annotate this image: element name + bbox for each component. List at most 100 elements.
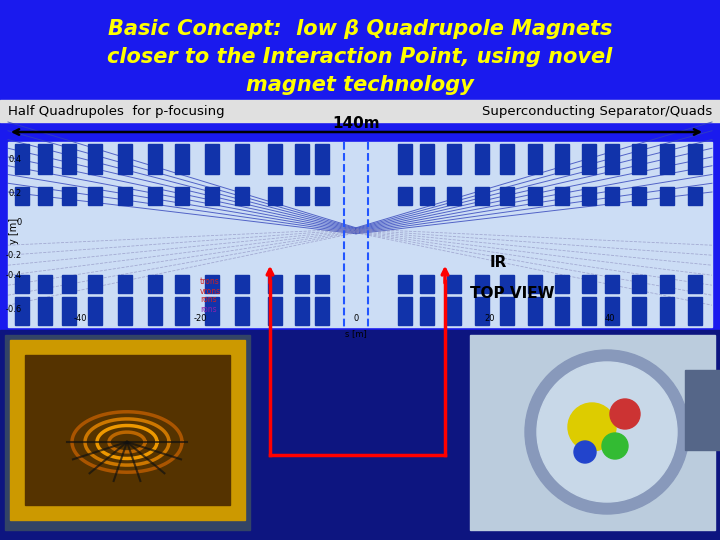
Bar (268, 187, 282, 205)
Text: Superconducting Separator/Quads: Superconducting Separator/Quads (482, 105, 712, 118)
Text: Basic Concept:  low β Quadrupole Magnets: Basic Concept: low β Quadrupole Magnets (108, 19, 612, 39)
Bar (118, 275, 132, 293)
Bar (420, 187, 434, 205)
Bar (447, 297, 461, 325)
Bar (528, 275, 542, 293)
Text: 0.2: 0.2 (9, 190, 22, 199)
Text: y [m]: y [m] (9, 218, 19, 244)
Bar (5, 335, 250, 530)
Bar (15, 297, 29, 325)
Bar (0, 100, 720, 122)
Circle shape (610, 399, 640, 429)
Text: trons: trons (200, 278, 220, 287)
Bar (605, 144, 619, 174)
Bar (632, 144, 646, 174)
Text: -40: -40 (73, 314, 86, 323)
Bar (500, 144, 514, 174)
Text: vrons: vrons (200, 287, 221, 295)
Bar (555, 275, 569, 293)
Text: -20: -20 (193, 314, 207, 323)
Bar (500, 297, 514, 325)
Bar (398, 187, 412, 205)
Bar (62, 297, 76, 325)
Circle shape (537, 362, 677, 502)
Bar (15, 275, 29, 293)
Bar (447, 187, 461, 205)
Bar (660, 297, 674, 325)
Bar (470, 335, 715, 530)
Bar (447, 144, 461, 174)
Bar (475, 187, 489, 205)
Bar (205, 187, 219, 205)
Bar (0, 330, 720, 540)
Bar (15, 187, 29, 205)
Bar (268, 144, 282, 174)
Bar (25, 355, 230, 505)
Bar (118, 187, 132, 205)
Bar (62, 187, 76, 205)
Circle shape (602, 433, 628, 459)
Text: 140m: 140m (332, 116, 380, 131)
Bar (38, 187, 52, 205)
Bar (528, 144, 542, 174)
Text: 0: 0 (354, 314, 359, 323)
Bar (62, 275, 76, 293)
Bar (235, 144, 249, 174)
Bar (528, 187, 542, 205)
Bar (175, 187, 189, 205)
Circle shape (525, 350, 689, 514)
Bar (295, 297, 309, 325)
Bar (38, 297, 52, 325)
Bar (268, 297, 282, 325)
Bar (398, 144, 412, 174)
Text: -0.2: -0.2 (6, 251, 22, 260)
Bar (475, 144, 489, 174)
Bar (148, 144, 162, 174)
Bar (398, 275, 412, 293)
Bar (500, 187, 514, 205)
Text: rons: rons (200, 295, 217, 305)
Bar (315, 297, 329, 325)
Bar (205, 297, 219, 325)
Bar (688, 144, 702, 174)
Bar (475, 297, 489, 325)
Bar (175, 297, 189, 325)
Bar (88, 297, 102, 325)
Bar (235, 187, 249, 205)
Bar (8, 142, 712, 327)
Bar (295, 187, 309, 205)
Text: 20: 20 (485, 314, 495, 323)
Bar (38, 275, 52, 293)
Bar (500, 275, 514, 293)
Bar (15, 144, 29, 174)
Bar (660, 144, 674, 174)
Bar (605, 297, 619, 325)
Text: -0.6: -0.6 (6, 305, 22, 314)
Bar (148, 187, 162, 205)
Bar (295, 275, 309, 293)
Bar (175, 275, 189, 293)
Bar (528, 297, 542, 325)
Text: TOP VIEW: TOP VIEW (470, 286, 554, 301)
Text: closer to the Interaction Point, using novel: closer to the Interaction Point, using n… (107, 47, 613, 67)
Bar (38, 144, 52, 174)
Text: Half Quadrupoles  for p-focusing: Half Quadrupoles for p-focusing (8, 105, 225, 118)
Bar (10, 340, 245, 520)
Text: 40: 40 (605, 314, 616, 323)
Bar (660, 275, 674, 293)
Bar (632, 297, 646, 325)
Bar (688, 187, 702, 205)
Bar (315, 187, 329, 205)
Bar (582, 144, 596, 174)
Bar (268, 275, 282, 293)
Bar (582, 187, 596, 205)
Bar (555, 187, 569, 205)
Bar (420, 297, 434, 325)
Bar (315, 275, 329, 293)
Bar (235, 297, 249, 325)
Bar (205, 144, 219, 174)
Bar (148, 275, 162, 293)
Circle shape (568, 403, 616, 451)
Bar (632, 187, 646, 205)
Text: s [m]: s [m] (345, 329, 367, 338)
